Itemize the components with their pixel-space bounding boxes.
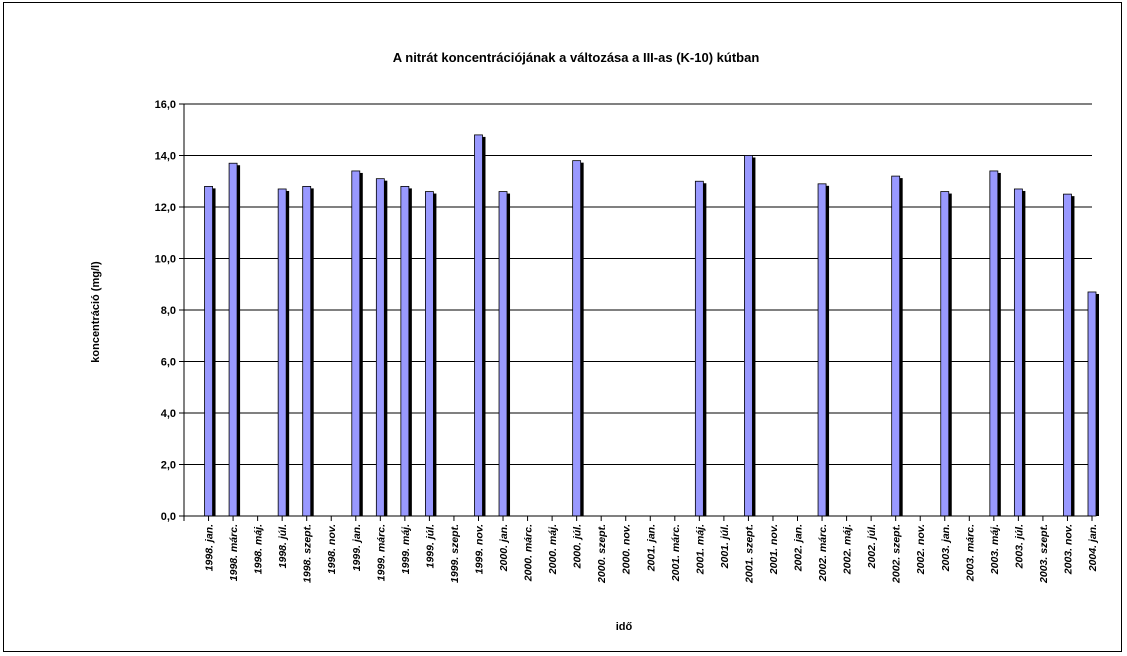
x-tick-label: 2000. márc. (523, 524, 535, 582)
x-tick-labels: 1998. jan. 1998. márc. 1998. máj. 1998. júl… (204, 524, 1099, 584)
bar (744, 155, 753, 517)
x-tick-label: 2000. jan. (498, 524, 510, 572)
chart-title: A nitrát koncentrációjának a változása a… (393, 50, 760, 65)
x-axis-label: idő (616, 621, 633, 633)
x-tick-label: 2001. jan. (645, 524, 657, 572)
y-tick-label: 10,0 (155, 254, 176, 266)
bar (817, 183, 827, 517)
x-tick-label: 2001. márc. (670, 524, 682, 582)
x-tick-label: 2000. máj. (547, 524, 559, 575)
y-tick-label: 8,0 (161, 305, 176, 317)
bar (1087, 291, 1097, 517)
x-tick-label: 2001. máj. (694, 524, 706, 575)
x-tick-label: 2000. szept. (596, 524, 608, 584)
x-tick-label: 2002. máj. (842, 524, 854, 575)
axes (183, 104, 1093, 521)
y-tick-labels: 0,0 2,0 4,0 6,0 8,0 10,0 12,0 14,0 16,0 (155, 99, 176, 523)
bar (1013, 188, 1023, 517)
x-tick-label: 2001. nov. (768, 524, 780, 575)
x-tick-label: 1999. máj. (400, 524, 412, 574)
bar (204, 185, 213, 517)
bar (400, 185, 410, 517)
x-tick-label: 1999. jan. (351, 524, 363, 571)
x-tick-label: 1998. nov. (326, 524, 338, 574)
x-tick-label: 1999. márc. (375, 524, 387, 581)
bar (572, 160, 582, 517)
x-tick-label: 2002. nov. (915, 524, 927, 575)
y-axis-label: koncentráció (mg/l) (90, 261, 102, 363)
x-tick-label: 2003. márc. (964, 524, 976, 582)
x-tick-label: 1998. szept. (302, 524, 314, 583)
chart-frame: A nitrát koncentrációjának a változása a… (3, 2, 1122, 652)
x-tick-label: 2002. júl. (866, 524, 878, 569)
bar (375, 178, 385, 517)
bar (302, 185, 312, 517)
x-tick-label: 2000. júl. (572, 524, 584, 569)
x-tick-label: 2000. nov. (621, 524, 633, 575)
y-tick-label: 14,0 (155, 151, 176, 163)
bar (277, 188, 287, 517)
y-tick-label: 0,0 (161, 511, 176, 523)
x-tick-label: 1998. jan. (204, 524, 216, 571)
gridlines (179, 103, 1092, 517)
bar (1063, 193, 1072, 517)
bar (474, 134, 483, 517)
bars (204, 134, 1099, 517)
x-tick-label: 1998. júl. (277, 524, 289, 568)
x-tick-label: 1999. júl. (424, 524, 436, 568)
x-tick-label: 2002. szept. (891, 524, 903, 584)
bar (498, 191, 508, 517)
y-tick-label: 6,0 (161, 357, 176, 369)
y-tick-label: 2,0 (161, 460, 176, 472)
bar (891, 175, 901, 517)
y-tick-label: 4,0 (161, 408, 176, 420)
x-tick-label: 2001. szept. (743, 524, 755, 584)
x-tick-label: 1999. szept. (449, 524, 461, 583)
bar (425, 191, 434, 517)
x-tick-label: 2002. márc. (817, 524, 829, 582)
bar (351, 170, 361, 517)
x-tick-label: 1998. máj. (253, 524, 265, 574)
x-tick-label: 2002. jan. (793, 524, 805, 572)
x-tick-label: 2003. máj. (989, 524, 1001, 575)
y-tick-label: 16,0 (155, 99, 176, 111)
bar-chart: A nitrát koncentrációjának a változása a… (90, 50, 1099, 633)
x-tick-label: 1998. márc. (228, 524, 240, 581)
x-tick-label: 2003. jan. (940, 524, 952, 572)
x-tick-label: 2001. júl. (719, 524, 731, 569)
bar (694, 180, 704, 517)
x-tick-label: 2004. jan. (1087, 524, 1099, 572)
bar (940, 191, 950, 517)
bar (989, 170, 999, 517)
x-tick-label: 1999. nov. (473, 524, 485, 574)
x-tick-label: 2003. nov. (1062, 524, 1074, 575)
x-tick-label: 2003. szept. (1038, 524, 1050, 584)
bar (228, 162, 238, 517)
x-tick-label: 2003. júl. (1013, 524, 1025, 569)
y-tick-label: 12,0 (155, 202, 176, 214)
